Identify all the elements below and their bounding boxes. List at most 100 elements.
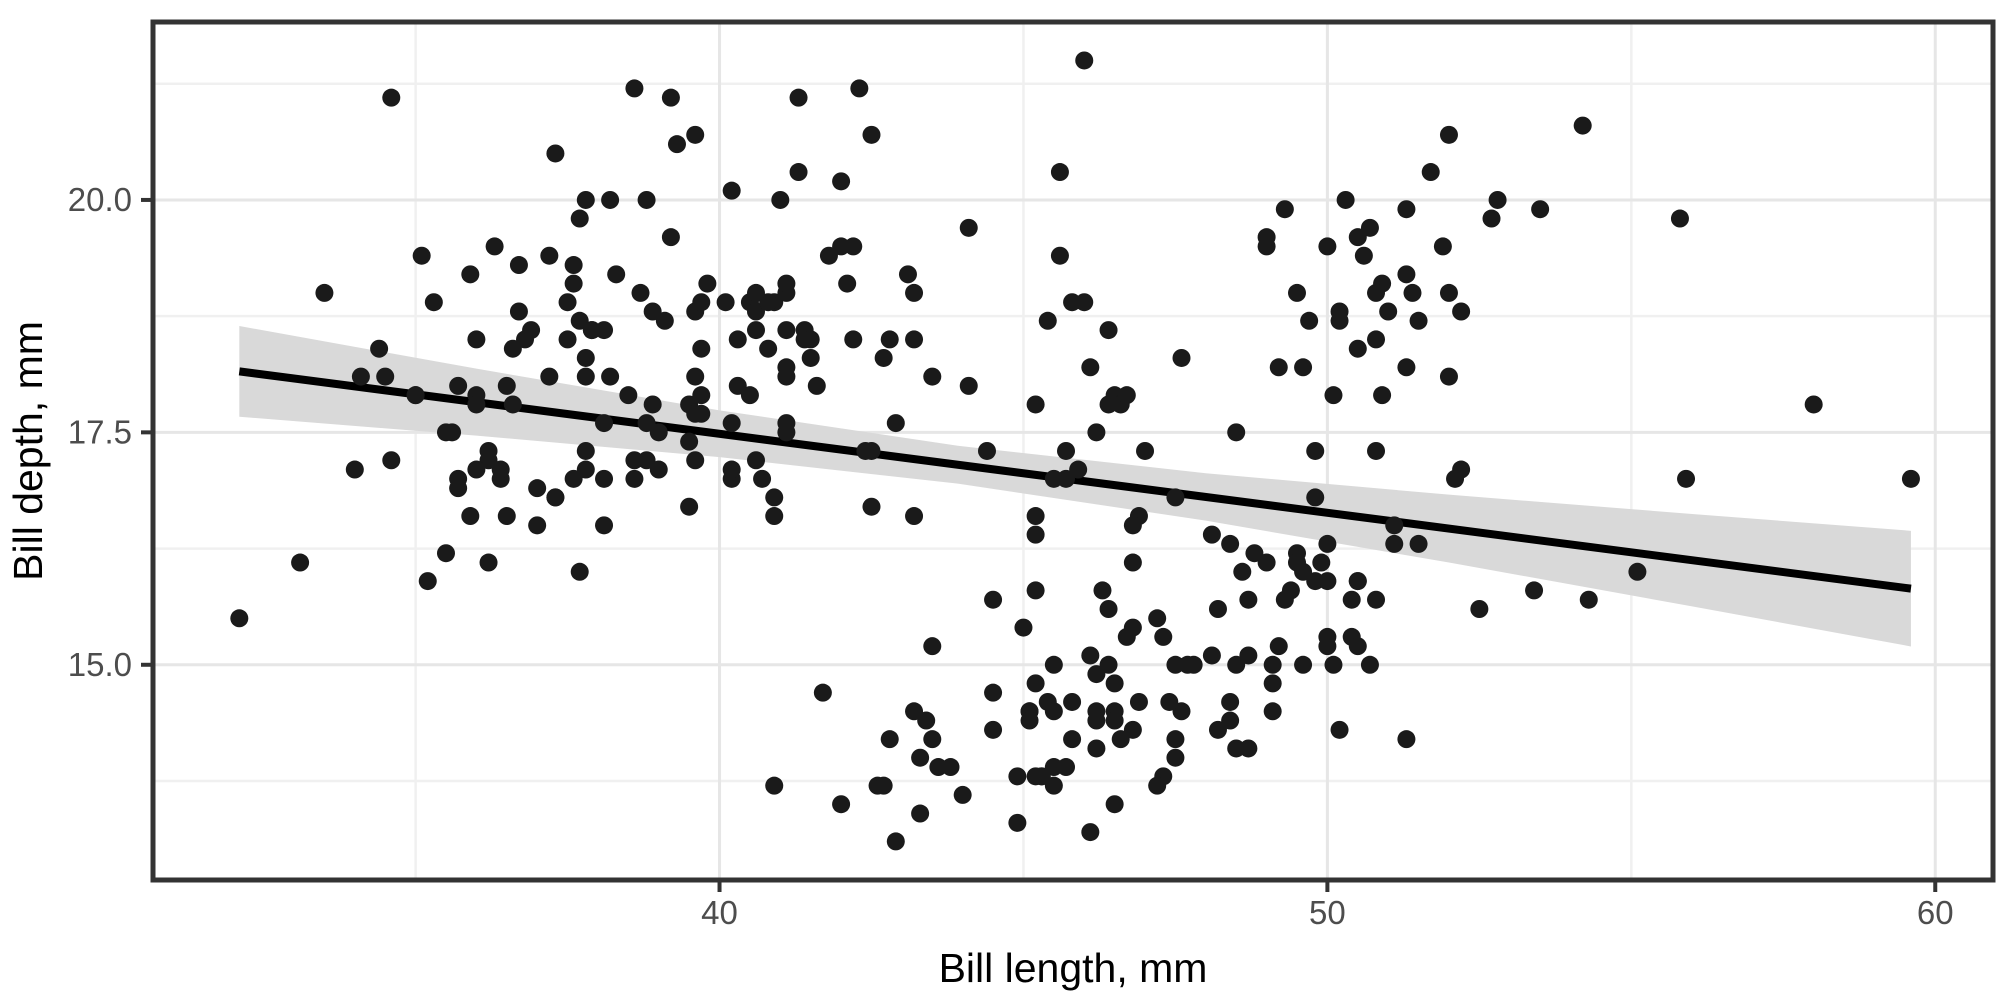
data-point (1044, 655, 1063, 674)
data-point (1367, 441, 1386, 460)
data-point (1367, 330, 1386, 349)
data-point (1099, 395, 1118, 414)
data-point (1269, 637, 1288, 656)
data-point (813, 683, 832, 702)
data-point (1324, 655, 1343, 674)
data-point (1677, 469, 1696, 488)
data-point (1069, 460, 1088, 479)
confidence-band-layer (239, 326, 1911, 647)
data-point (984, 590, 1003, 609)
data-point (540, 246, 559, 265)
data-point (1208, 599, 1227, 618)
data-point (716, 293, 735, 312)
data-point (874, 348, 893, 367)
data-point (436, 544, 455, 563)
data-point (1166, 488, 1185, 507)
data-point (1081, 823, 1100, 842)
data-point (649, 460, 668, 479)
data-point (1397, 730, 1416, 749)
data-point (546, 488, 565, 507)
data-point (1087, 739, 1106, 758)
data-point (959, 376, 978, 395)
data-point (1294, 358, 1313, 377)
data-point (1281, 581, 1300, 600)
data-point (740, 386, 759, 405)
data-point (746, 283, 765, 302)
data-point (1318, 237, 1337, 256)
data-point (801, 348, 820, 367)
data-point (503, 395, 522, 414)
data-point (1354, 246, 1373, 265)
data-point (1105, 674, 1124, 693)
data-point (1287, 283, 1306, 302)
data-point (1488, 190, 1507, 209)
data-point (1026, 525, 1045, 544)
data-point (449, 376, 468, 395)
data-point (564, 256, 583, 275)
data-point (832, 172, 851, 191)
data-point (1202, 646, 1221, 665)
data-point (777, 274, 796, 293)
data-point (1221, 534, 1240, 553)
data-point (649, 423, 668, 442)
data-point (625, 469, 644, 488)
data-point (1287, 553, 1306, 572)
data-point (886, 832, 905, 851)
data-point (1221, 711, 1240, 730)
data-point (1901, 469, 1920, 488)
data-point (1057, 758, 1076, 777)
data-point (1439, 125, 1458, 144)
data-point (1172, 348, 1191, 367)
data-point (1050, 246, 1069, 265)
data-point (1233, 562, 1252, 581)
data-point (838, 274, 857, 293)
data-point (576, 441, 595, 460)
tick-layer: 40 50 60 15.0 17.5 20.0 (68, 181, 1954, 931)
data-point (862, 441, 881, 460)
data-point (461, 507, 480, 526)
data-point (1123, 516, 1142, 535)
data-point (516, 330, 535, 349)
data-point (1348, 339, 1367, 358)
data-point (576, 348, 595, 367)
data-point (746, 451, 765, 470)
data-point (1020, 711, 1039, 730)
data-point (595, 469, 614, 488)
data-point (1202, 525, 1221, 544)
data-point (467, 395, 486, 414)
data-point (570, 311, 589, 330)
data-point (692, 293, 711, 312)
data-point (497, 507, 516, 526)
data-point (977, 441, 996, 460)
data-point (911, 748, 930, 767)
data-point (1227, 423, 1246, 442)
data-point (886, 414, 905, 433)
data-point (1221, 692, 1240, 711)
data-point (485, 237, 504, 256)
data-point (765, 488, 784, 507)
x-tick-label: 60 (1917, 894, 1954, 931)
data-point (1336, 190, 1355, 209)
data-point (570, 562, 589, 581)
data-point (1081, 646, 1100, 665)
data-point (1379, 302, 1398, 321)
data-point (1385, 534, 1404, 553)
data-point (1063, 730, 1082, 749)
data-point (1318, 534, 1337, 553)
data-point (1081, 358, 1100, 377)
data-point (418, 572, 437, 591)
data-point (1057, 469, 1076, 488)
data-point (686, 451, 705, 470)
data-point (923, 730, 942, 749)
data-point (801, 330, 820, 349)
data-point (661, 228, 680, 247)
data-point (1123, 618, 1142, 637)
data-point (953, 785, 972, 804)
data-point (503, 339, 522, 358)
data-point (1373, 386, 1392, 405)
data-point (722, 460, 741, 479)
data-point (771, 190, 790, 209)
data-point (1008, 813, 1027, 832)
data-point (1439, 283, 1458, 302)
